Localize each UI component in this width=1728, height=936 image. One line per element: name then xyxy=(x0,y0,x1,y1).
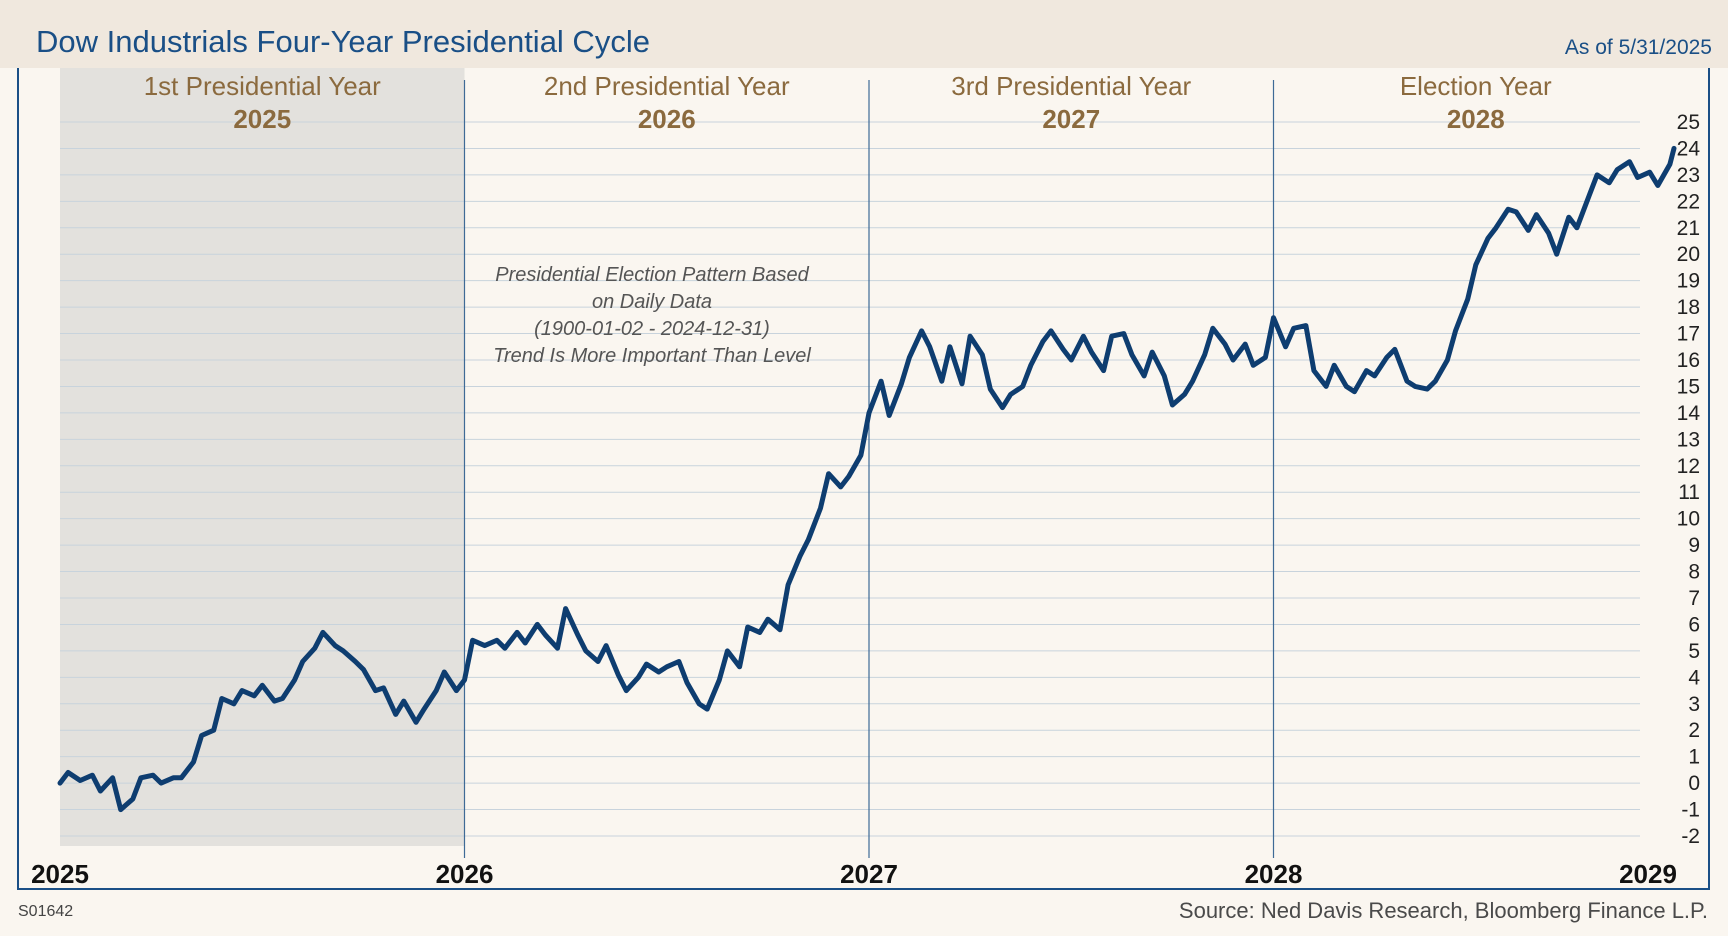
phase-label: Election Year xyxy=(1400,71,1552,101)
annotation-line: (1900-01-02 - 2024-12-31) xyxy=(534,318,770,340)
y-tick-label: 7 xyxy=(1688,587,1700,610)
phase-year-label: 2028 xyxy=(1447,104,1505,134)
y-tick-label: 0 xyxy=(1688,772,1700,795)
y-tick-label: 21 xyxy=(1677,217,1700,240)
x-tick-label: 2028 xyxy=(1245,859,1303,889)
y-tick-label: 4 xyxy=(1688,666,1700,689)
y-tick-label: 10 xyxy=(1677,508,1700,531)
phase-year-label: 2027 xyxy=(1042,104,1100,134)
annotation-line: Trend Is More Important Than Level xyxy=(493,345,811,367)
y-tick-label: 9 xyxy=(1688,534,1700,557)
phase-year-label: 2026 xyxy=(638,104,696,134)
y-tick-label: 22 xyxy=(1677,190,1700,213)
y-tick-label: 18 xyxy=(1677,296,1700,319)
y-tick-label: 16 xyxy=(1677,349,1700,372)
page-title: Dow Industrials Four-Year Presidential C… xyxy=(36,24,650,59)
y-tick-label: 1 xyxy=(1688,746,1700,769)
y-tick-label: 25 xyxy=(1677,111,1700,134)
x-tick-label: 2025 xyxy=(31,859,89,889)
series-line xyxy=(57,145,1677,813)
y-tick-label: 23 xyxy=(1677,164,1700,187)
annotation-line: on Daily Data xyxy=(592,291,712,313)
y-tick-label: 24 xyxy=(1677,137,1701,160)
phase-label: 2nd Presidential Year xyxy=(544,71,790,101)
shaded-region xyxy=(60,68,465,846)
x-tick-label: 2027 xyxy=(840,859,898,889)
y-tick-label: 17 xyxy=(1677,323,1700,346)
y-tick-label: 14 xyxy=(1677,402,1701,425)
header-band xyxy=(0,0,1728,68)
annotation-line: Presidential Election Pattern Based xyxy=(495,264,809,286)
as-of-date: As of 5/31/2025 xyxy=(1564,36,1712,59)
phase-label: 1st Presidential Year xyxy=(144,71,381,101)
y-tick-label: 19 xyxy=(1677,270,1700,293)
y-tick-label: 12 xyxy=(1677,455,1700,478)
y-tick-label: -2 xyxy=(1681,825,1700,848)
y-tick-label: 2 xyxy=(1688,719,1700,742)
x-tick-label: 2026 xyxy=(436,859,494,889)
y-tick-label: 13 xyxy=(1677,428,1700,451)
y-tick-label: -1 xyxy=(1681,799,1700,822)
y-tick-label: 3 xyxy=(1688,693,1700,716)
y-tick-label: 20 xyxy=(1677,243,1700,266)
phase-label: 3rd Presidential Year xyxy=(951,71,1191,101)
y-tick-label: 11 xyxy=(1678,481,1700,504)
x-tick-label: 2029 xyxy=(1619,859,1677,889)
y-tick-label: 8 xyxy=(1688,561,1700,584)
source-note: Source: Ned Davis Research, Bloomberg Fi… xyxy=(1178,898,1708,923)
y-tick-label: 5 xyxy=(1688,640,1700,663)
chart-panel xyxy=(17,68,1710,890)
y-tick-label: 15 xyxy=(1677,375,1700,398)
y-tick-label: 6 xyxy=(1688,613,1700,636)
chart-code: S01642 xyxy=(18,903,74,920)
phase-year-label: 2025 xyxy=(233,104,291,134)
